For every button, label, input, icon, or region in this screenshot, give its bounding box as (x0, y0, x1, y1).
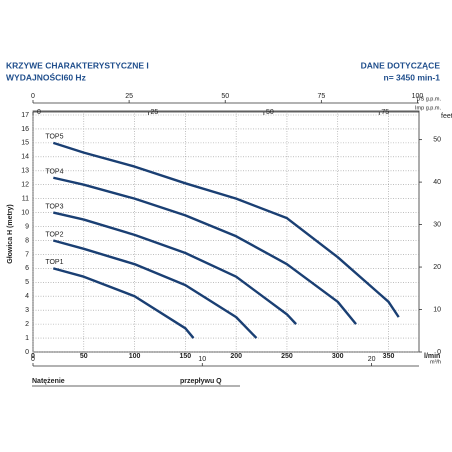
y-tick-label: 6 (25, 265, 29, 272)
y-tick-label: 8 (25, 237, 29, 244)
curve-label: TOP4 (45, 169, 63, 176)
secondary-tick-label: 20 (368, 356, 376, 363)
x-tick-label: 250 (281, 353, 293, 360)
y-tick-label: 4 (25, 293, 29, 300)
y-axis-label: Głowica H (metry) (7, 204, 14, 264)
x-tick-label: 200 (230, 353, 242, 360)
y-tick-label: 16 (21, 126, 29, 133)
secondary-axis-label: m³/h (430, 359, 441, 365)
y-tick-label: 11 (22, 195, 29, 202)
curve-label: TOP5 (45, 134, 63, 141)
y2-axis-label: feet (441, 113, 452, 120)
y2-tick-label: 0 (437, 349, 441, 356)
y-tick-label: 2 (25, 321, 29, 328)
y-tick-label: 0 (25, 349, 29, 356)
y-tick-label: 3 (25, 307, 29, 314)
x-tick-label: 300 (332, 353, 344, 360)
x-tick-label: 150 (180, 353, 192, 360)
y-tick-label: 10 (21, 209, 29, 216)
y-tick-label: 14 (21, 154, 29, 161)
chart-title: KRZYWE CHARAKTERYSTYCZNE I (6, 60, 149, 70)
secondary-tick-label: 0 (37, 109, 41, 116)
y-tick-label: 9 (25, 223, 29, 230)
footer-label: przepływu Q (180, 378, 222, 385)
curve-label: TOP1 (45, 259, 63, 266)
y2-tick-label: 40 (433, 179, 441, 186)
chart-subtitle: DANE DOTYCZĄCE (361, 60, 441, 70)
x-axis-label: l/min (424, 353, 440, 360)
chart-subtitle: n= 3450 min-1 (384, 72, 441, 82)
secondary-tick-label: 0 (31, 356, 35, 363)
curve-label: TOP3 (45, 203, 63, 210)
secondary-tick-label: 25 (151, 109, 159, 116)
y-tick-label: 7 (25, 251, 29, 258)
y-tick-label: 17 (21, 112, 29, 119)
curve (52, 141, 400, 318)
x-tick-label: 100 (129, 353, 141, 360)
y2-tick-label: 20 (433, 264, 441, 271)
y2-tick-label: 50 (433, 136, 441, 143)
secondary-axis-label: US g.p.m. (417, 96, 442, 102)
y2-tick-label: 30 (433, 221, 441, 228)
curve (53, 176, 357, 325)
y-tick-label: 1 (25, 335, 29, 342)
secondary-tick-label: 50 (266, 109, 274, 116)
y2-tick-label: 10 (433, 306, 441, 313)
y-tick-label: 5 (25, 279, 29, 286)
curve-label: TOP2 (45, 231, 63, 238)
secondary-tick-label: 50 (221, 93, 229, 100)
secondary-tick-label: 75 (381, 109, 389, 116)
secondary-tick-label: 10 (198, 356, 206, 363)
chart-title: WYDAJNOŚCI60 Hz (6, 71, 86, 82)
x-tick-label: 50 (80, 353, 88, 360)
secondary-tick-label: 100 (412, 93, 424, 100)
secondary-tick-label: 75 (317, 93, 325, 100)
secondary-tick-label: 25 (125, 93, 133, 100)
x-tick-label: 0 (31, 353, 35, 360)
footer-label: Natężenie (32, 378, 65, 385)
y-tick-label: 12 (21, 182, 29, 189)
secondary-tick-label: 0 (31, 93, 35, 100)
y-tick-label: 15 (21, 140, 29, 147)
secondary-axis-label: Imp g.p.m. (415, 105, 441, 111)
curve (53, 211, 297, 325)
curve (52, 267, 195, 339)
x-tick-label: 350 (383, 353, 395, 360)
curve (52, 239, 258, 339)
y-tick-label: 13 (21, 168, 29, 175)
